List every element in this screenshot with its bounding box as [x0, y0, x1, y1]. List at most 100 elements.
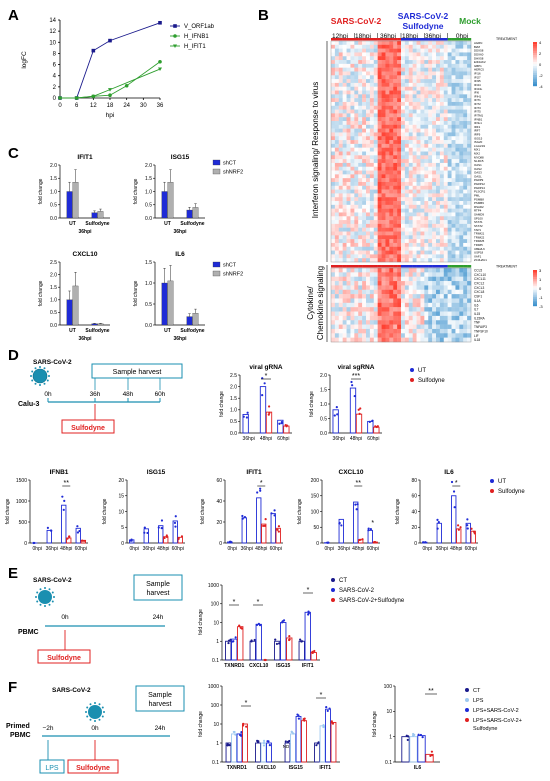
heatmap-cell	[455, 79, 460, 84]
bar	[61, 504, 67, 544]
heatmap-cell	[385, 136, 390, 141]
color-scale-cell	[533, 72, 537, 76]
heatmap-cell	[381, 246, 386, 251]
bar	[167, 182, 174, 219]
heatmap-cell	[443, 220, 448, 225]
heatmap-cell	[393, 333, 398, 338]
data-dot	[303, 719, 306, 722]
heatmap-cell	[424, 189, 429, 194]
heatmap-cell	[338, 79, 343, 84]
gene-label: IFIH1	[474, 94, 481, 98]
heatmap-cell	[404, 90, 409, 95]
heatmap-cell	[412, 258, 417, 263]
heatmap-cell	[362, 298, 367, 304]
heatmap-cell	[401, 246, 406, 251]
heatmap-cell	[366, 151, 371, 156]
heatmap-cell	[424, 143, 429, 148]
heatmap-cell	[447, 124, 452, 129]
heatmap-cell	[424, 136, 429, 141]
heatmap-cell	[385, 60, 390, 65]
heatmap-cell	[389, 311, 394, 317]
data-dot	[313, 649, 316, 653]
bar	[373, 426, 380, 434]
heatmap-cell	[443, 242, 448, 247]
time-label: 0h	[61, 614, 69, 621]
heatmap-cell	[424, 82, 429, 87]
heatmap-cell	[385, 311, 390, 317]
heatmap-cell	[416, 231, 421, 236]
heatmap-cell	[389, 328, 394, 334]
heatmap-cell	[416, 254, 421, 259]
heatmap-cell	[377, 109, 382, 114]
heatmap-cell	[342, 276, 347, 282]
heatmap-cell	[354, 185, 359, 190]
heatmap-cell	[366, 86, 371, 91]
heatmap-cell	[401, 48, 406, 53]
heatmap-cell	[428, 166, 433, 171]
heatmap-cell	[447, 48, 452, 53]
heatmap-cell	[377, 166, 382, 171]
heatmap-cell	[459, 189, 464, 194]
heatmap-cell	[366, 246, 371, 251]
heatmap-cell	[397, 268, 402, 273]
heatmap-cell	[451, 113, 456, 118]
heatmap-cell	[385, 140, 390, 145]
heatmap-cell	[358, 90, 363, 95]
heatmap-cell	[447, 294, 452, 299]
heatmap-cell	[358, 71, 363, 76]
data-dot	[264, 517, 267, 521]
heatmap-cell	[342, 124, 347, 129]
heatmap-cell	[432, 294, 437, 299]
heatmap-cell	[366, 105, 371, 110]
heatmap-cell	[404, 105, 409, 110]
heatmap-cell	[463, 328, 468, 334]
bar	[255, 623, 262, 661]
heatmap-cell	[401, 174, 406, 179]
heatmap-cell	[397, 41, 402, 46]
heatmap-cell	[373, 254, 378, 259]
heatmap-cell	[369, 162, 374, 167]
heatmap-cell	[443, 239, 448, 244]
heatmap-cell	[412, 201, 417, 206]
time-label: 0h	[44, 391, 52, 398]
heatmap-cell	[432, 44, 437, 49]
heatmap-cell	[432, 216, 437, 221]
heatmap-cell	[358, 174, 363, 179]
heatmap-cell	[338, 174, 343, 179]
heatmap-cell	[331, 52, 336, 57]
heatmap-cell	[428, 197, 433, 202]
heatmap-cell	[424, 246, 429, 251]
heatmap-cell	[366, 298, 371, 304]
treatment-cell	[373, 38, 378, 41]
heatmap-cell	[358, 239, 363, 244]
heatmap-cell	[362, 82, 367, 87]
heatmap-cell	[358, 128, 363, 133]
heatmap-cell	[331, 268, 336, 273]
heatmap-cell	[331, 197, 336, 202]
heatmap-border	[330, 40, 472, 263]
heatmap-cell	[381, 147, 386, 152]
treatment-cell	[455, 265, 460, 268]
heatmap-cell	[401, 178, 406, 183]
heatmap-cell	[424, 86, 429, 91]
heatmap-cell	[362, 44, 367, 49]
data-dot	[369, 528, 373, 531]
heatmap-cell	[447, 311, 452, 317]
bar	[330, 722, 337, 763]
heatmap-cell	[381, 189, 386, 194]
heatmap-cell	[432, 333, 437, 338]
heatmap-cell	[397, 333, 402, 338]
heatmap-cell	[397, 105, 402, 110]
heatmap-cell	[397, 143, 402, 148]
heatmap-cell	[350, 227, 355, 232]
heatmap-cell	[436, 101, 441, 106]
heatmap-cell	[373, 333, 378, 338]
heatmap-cell	[401, 337, 406, 343]
color-scale-2-cell	[533, 289, 537, 292]
heatmap-cell	[436, 56, 441, 61]
heatmap-cell	[385, 147, 390, 152]
heatmap-cell	[463, 235, 468, 240]
y-axis-label: fold change	[395, 498, 401, 524]
heatmap-cell	[393, 140, 398, 145]
virus-spike	[44, 605, 46, 607]
